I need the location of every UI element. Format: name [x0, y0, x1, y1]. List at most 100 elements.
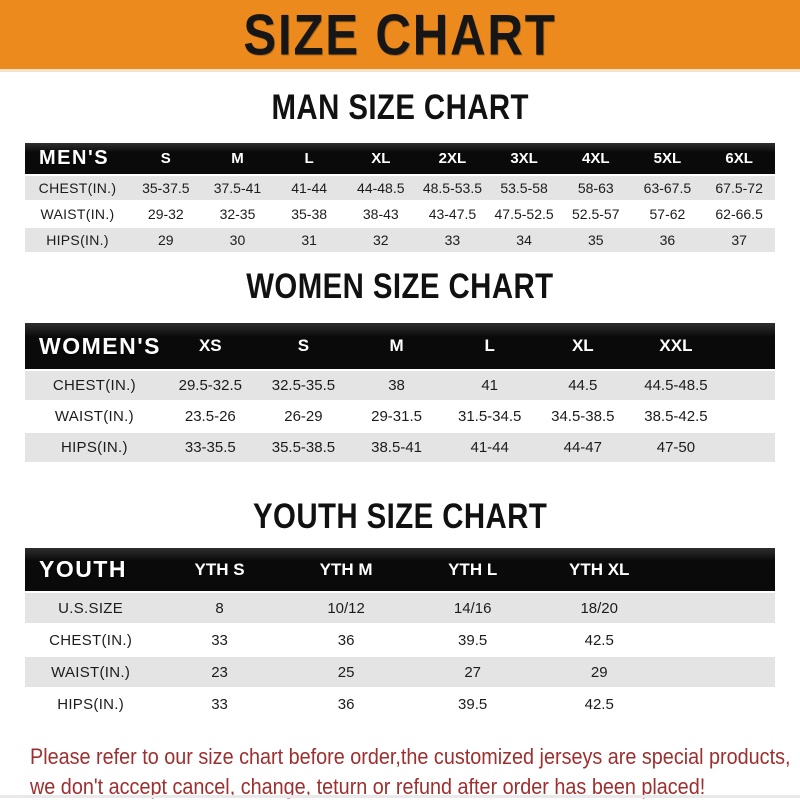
column-header: XS: [163, 323, 257, 369]
size-cell: 39.5: [409, 689, 536, 719]
size-cell: 36: [631, 228, 704, 252]
table-row: U.S.SIZE 8 10/12 14/16 18/20: [25, 593, 775, 623]
size-cell: 33: [156, 689, 283, 719]
table-row: HIPS(IN.) 33-35.5 35.5-38.5 38.5-41 41-44 44-…: [25, 433, 775, 462]
size-cell: 37.5-41: [201, 176, 274, 200]
column-header: YTH M: [282, 548, 410, 591]
size-cell: 63-67.5: [631, 176, 704, 200]
size-cell: 29: [535, 657, 663, 687]
size-cell: 23: [156, 657, 283, 687]
size-cell: 34: [488, 228, 560, 252]
size-cell: 44-48.5: [344, 176, 417, 200]
row-label: CHEST(IN.): [25, 625, 157, 655]
size-cell: 33-35.5: [163, 433, 257, 462]
size-cell-spacer: [662, 689, 775, 719]
women-section-title: WOMEN SIZE CHART: [0, 267, 800, 307]
table-header-row: YOUTH YTH S YTH M YTH L YTH XL: [25, 548, 775, 591]
table-row: WAIST(IN.) 23 25 27 29: [25, 657, 775, 687]
size-cell: 44.5-48.5: [629, 371, 723, 400]
footer-note: Please refer to our size chart before or…: [30, 742, 800, 800]
size-cell: 44-47: [536, 433, 630, 462]
size-cell: 32: [344, 228, 417, 252]
table-header-label: MEN'S: [25, 143, 130, 174]
row-label: WAIST(IN.): [25, 657, 157, 687]
size-cell: 18/20: [535, 593, 663, 623]
size-table: WOMEN'S XS S M L XL XXL CHEST(IN.) 29.5-32.5 32.5…: [25, 321, 775, 464]
size-cell: 47.5-52.5: [488, 202, 560, 226]
size-cell: 41-44: [443, 433, 537, 462]
size-cell: 35: [559, 228, 632, 252]
women-section-title-text: WOMEN SIZE CHART: [246, 267, 554, 306]
banner-title: SIZE CHART: [243, 1, 557, 67]
size-cell: 37: [703, 228, 775, 252]
size-cell: 33: [156, 625, 283, 655]
size-cell: 29-31.5: [350, 402, 444, 431]
row-label: HIPS(IN.): [25, 689, 157, 719]
bottom-divider: [0, 795, 800, 798]
size-cell: 32-35: [201, 202, 274, 226]
footer-note-line-2: we don't accept cancel, change, teturn o…: [30, 774, 706, 799]
column-header: XL: [536, 323, 630, 369]
column-header: XXL: [629, 323, 723, 369]
column-header: 2XL: [416, 143, 489, 174]
women-size-table: WOMEN'S XS S M L XL XXL CHEST(IN.) 29.5-32.5 32.5…: [25, 321, 775, 464]
size-table: MEN'S S M L XL 2XL 3XL 4XL 5XL 6XL CHEST(IN.) 35-37…: [25, 141, 775, 254]
table-header-row: WOMEN'S XS S M L XL XXL: [25, 323, 775, 369]
column-header: YTH XL: [535, 548, 663, 591]
size-cell: 42.5: [535, 625, 663, 655]
column-header-spacer: [722, 323, 775, 369]
youth-section-title: YOUTH SIZE CHART: [0, 497, 800, 537]
table-header-label: YOUTH: [25, 548, 157, 591]
size-cell: 67.5-72: [703, 176, 775, 200]
row-label: CHEST(IN.): [25, 371, 164, 400]
row-label: CHEST(IN.): [25, 176, 130, 200]
table-header-label: WOMEN'S: [25, 323, 164, 369]
size-table: YOUTH YTH S YTH M YTH L YTH XL U.S.SIZE 8 10/12…: [25, 546, 775, 721]
man-section-title: MAN SIZE CHART: [0, 88, 800, 128]
row-label: U.S.SIZE: [25, 593, 157, 623]
column-header: 6XL: [703, 143, 775, 174]
size-cell: 25: [282, 657, 410, 687]
table-row: WAIST(IN.) 23.5-26 26-29 29-31.5 31.5-34.5 34…: [25, 402, 775, 431]
size-cell: 31.5-34.5: [443, 402, 537, 431]
size-cell: 30: [201, 228, 274, 252]
column-header: YTH L: [409, 548, 536, 591]
size-cell: 10/12: [282, 593, 410, 623]
size-cell: 42.5: [535, 689, 663, 719]
table-row: WAIST(IN.) 29-32 32-35 35-38 38-43 43-47.5 47.…: [25, 202, 775, 226]
size-cell: 36: [282, 689, 410, 719]
size-cell: 31: [273, 228, 345, 252]
size-cell-spacer: [662, 657, 775, 687]
men-size-table: MEN'S S M L XL 2XL 3XL 4XL 5XL 6XL CHEST(IN.) 35-37…: [25, 141, 775, 254]
size-cell: 29.5-32.5: [163, 371, 257, 400]
size-cell: 44.5: [536, 371, 630, 400]
size-cell: 38.5-42.5: [629, 402, 723, 431]
size-cell: 29-32: [129, 202, 202, 226]
footer-note-line-1: Please refer to our size chart before or…: [30, 744, 791, 769]
size-cell: 43-47.5: [416, 202, 489, 226]
size-cell: 41-44: [273, 176, 345, 200]
column-header: S: [256, 323, 350, 369]
size-cell: 35-38: [273, 202, 345, 226]
column-header: L: [443, 323, 537, 369]
size-cell: 26-29: [256, 402, 350, 431]
size-cell: 27: [409, 657, 536, 687]
row-label: WAIST(IN.): [25, 202, 130, 226]
size-cell: 36: [282, 625, 410, 655]
row-label: HIPS(IN.): [25, 228, 130, 252]
column-header: XL: [344, 143, 417, 174]
size-cell: 23.5-26: [163, 402, 257, 431]
column-header: YTH S: [156, 548, 283, 591]
size-cell: 48.5-53.5: [416, 176, 489, 200]
table-row: HIPS(IN.) 33 36 39.5 42.5: [25, 689, 775, 719]
size-cell: 62-66.5: [703, 202, 775, 226]
column-header: 3XL: [488, 143, 560, 174]
table-row: HIPS(IN.) 29 30 31 32 33 34 35 36 37: [25, 228, 775, 252]
youth-section-title-text: YOUTH SIZE CHART: [252, 497, 548, 536]
column-header: M: [350, 323, 444, 369]
size-cell-spacer: [722, 371, 775, 400]
man-section-title-text: MAN SIZE CHART: [271, 88, 529, 127]
size-cell: 35-37.5: [129, 176, 202, 200]
size-cell: 35.5-38.5: [256, 433, 350, 462]
